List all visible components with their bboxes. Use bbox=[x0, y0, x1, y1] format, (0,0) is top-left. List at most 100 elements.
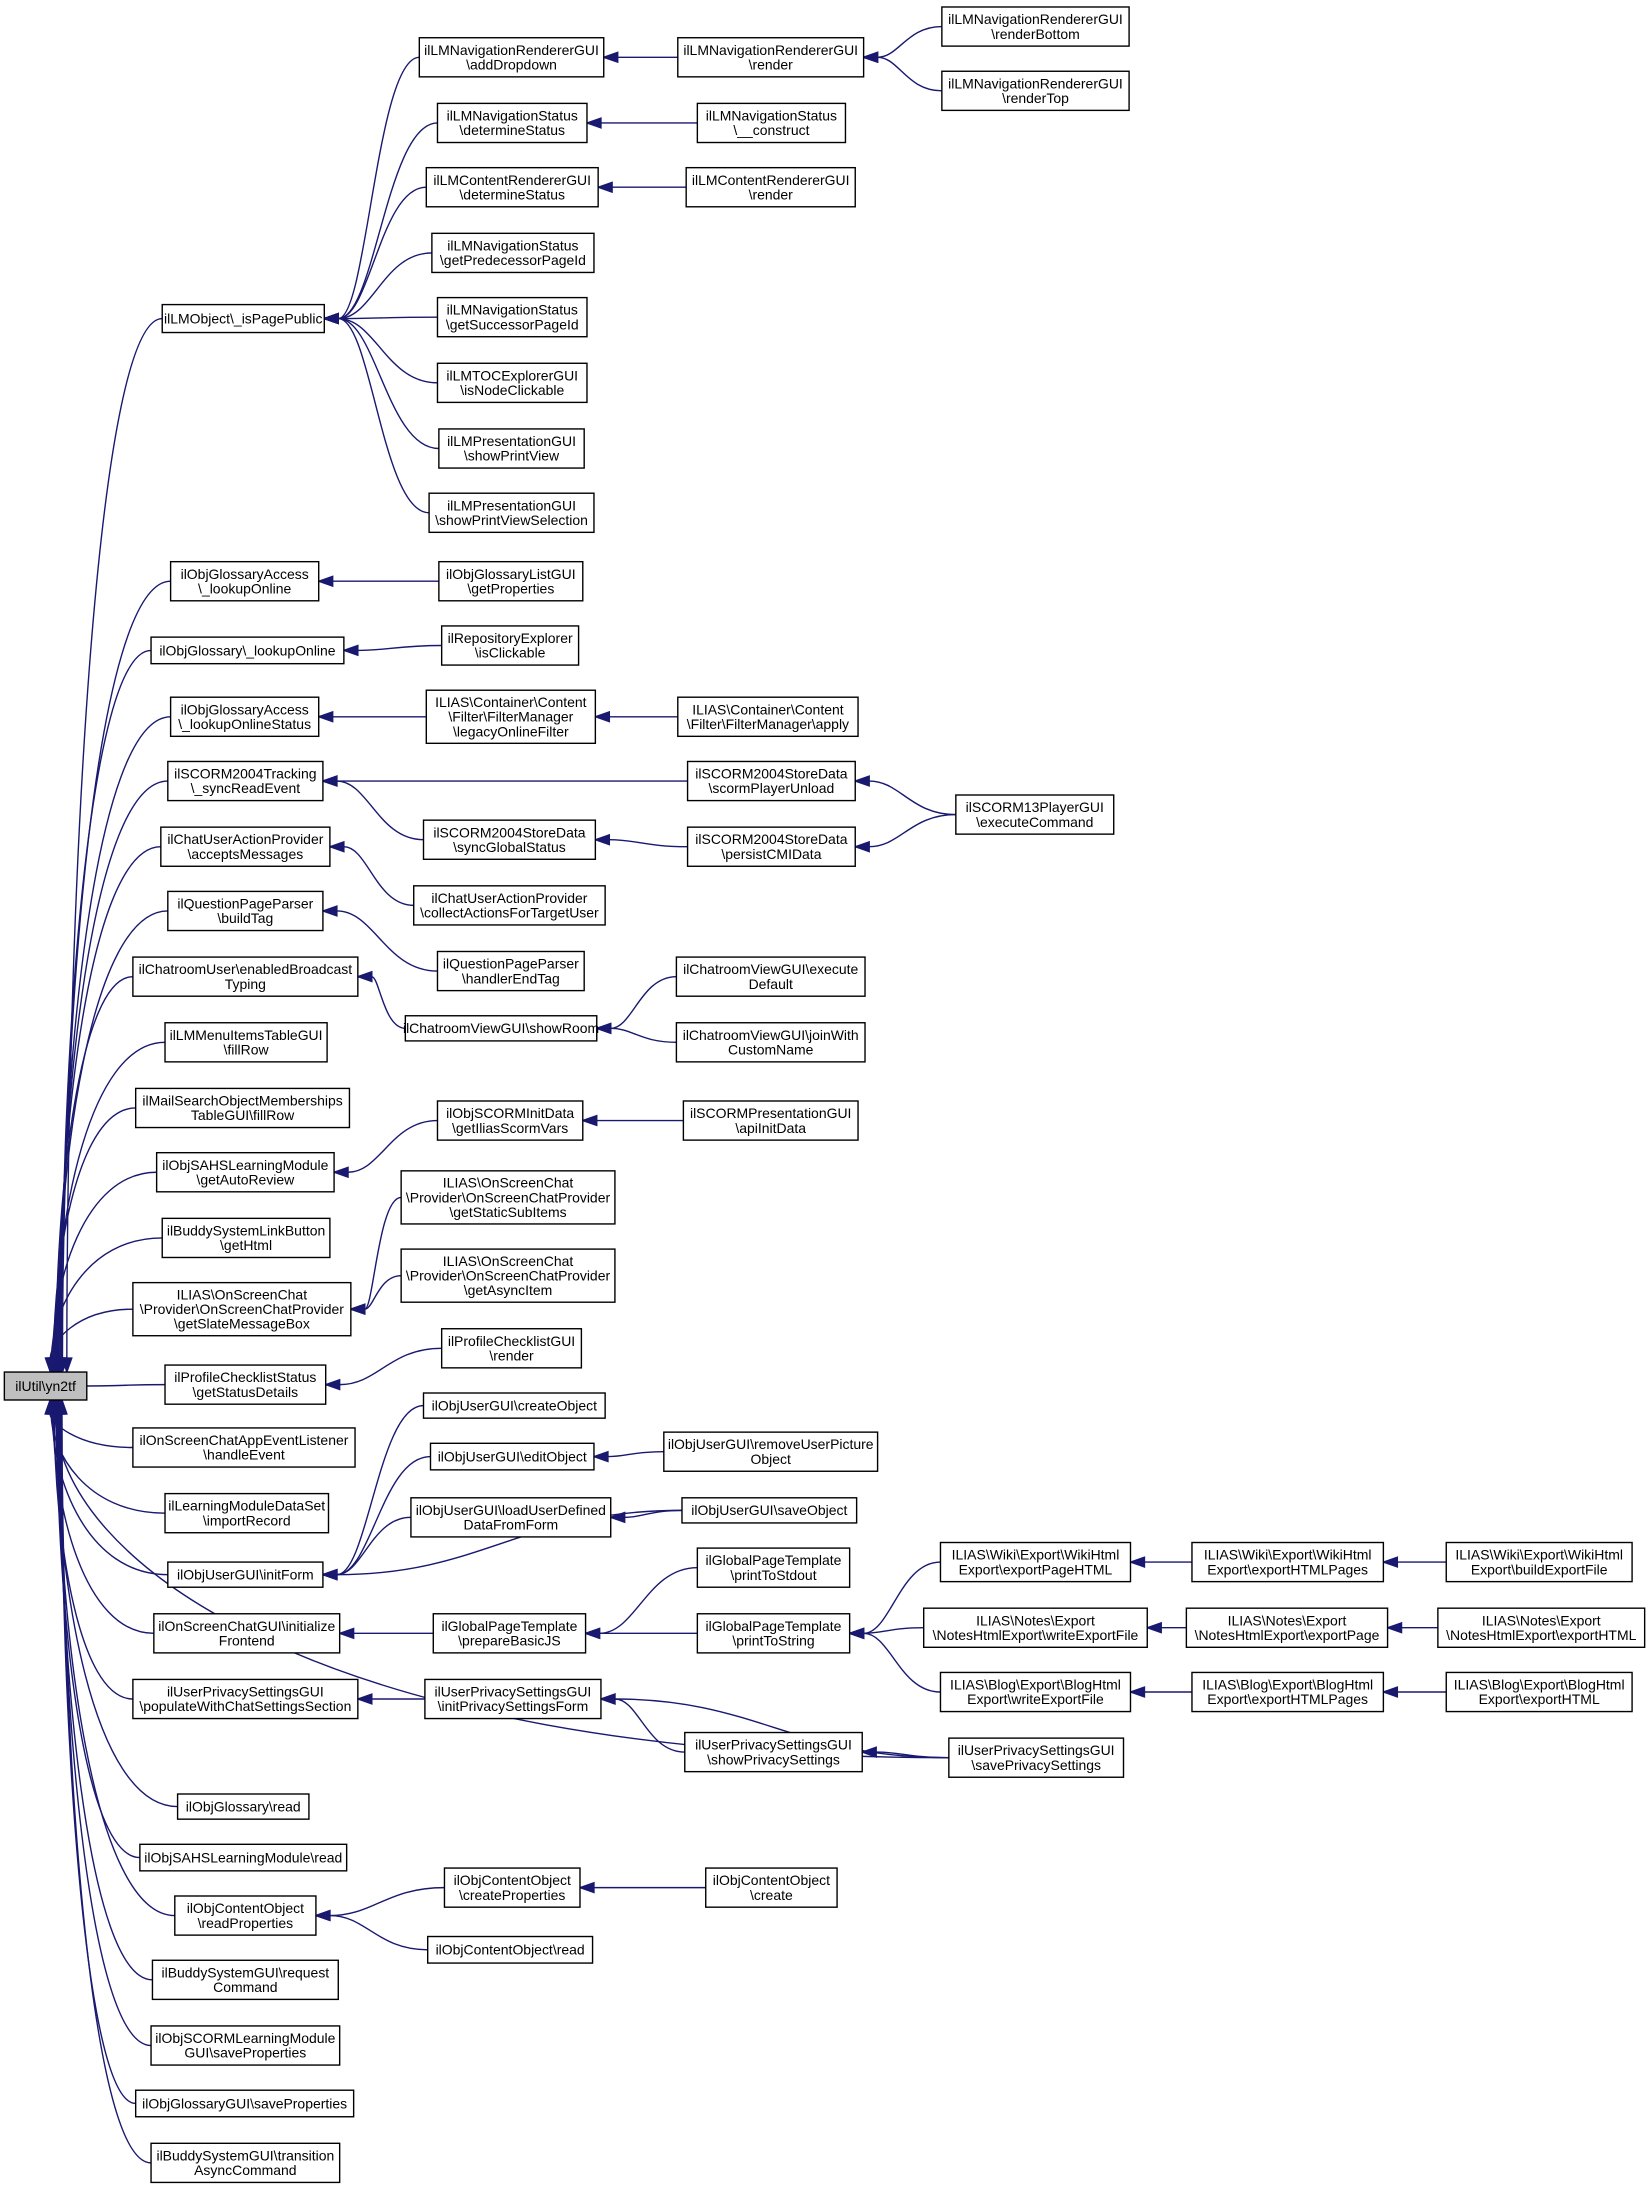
node-wiki-pages[interactable]: ILIAS\Wiki\Export\WikiHtmlExport\exportH… bbox=[1191, 1541, 1385, 1583]
node-notes-write[interactable]: ILIAS\Notes\Export\NotesHtmlExport\write… bbox=[923, 1607, 1148, 1648]
edge-api-init-data-to-scorm-vars bbox=[580, 1114, 684, 1127]
node-render-bottom[interactable]: ilLMNavigationRendererGUI\renderBottom bbox=[941, 6, 1130, 47]
node-gloss-save-props[interactable]: ilObjGlossaryGUI\saveProperties bbox=[134, 2089, 355, 2118]
node-slate-message-box[interactable]: ILIAS\OnScreenChat\Provider\OnScreenChat… bbox=[132, 1281, 352, 1337]
node-content-render[interactable]: ilLMContentRendererGUI\render bbox=[685, 166, 856, 208]
node-show-privacy[interactable]: ilUserPrivacySettingsGUI\showPrivacySett… bbox=[684, 1731, 863, 1773]
node-print-to-string[interactable]: ilGlobalPageTemplate\printToString bbox=[696, 1613, 851, 1654]
node-blog-export-html[interactable]: ILIAS\Blog\Export\BlogHtmlExport\exportH… bbox=[1445, 1671, 1633, 1713]
node-create-props[interactable]: ilObjContentObject\createProperties bbox=[443, 1867, 581, 1908]
node-notes-export-html[interactable]: ILIAS\Notes\Export\NotesHtmlExport\expor… bbox=[1437, 1607, 1646, 1648]
node-handler-end-tag[interactable]: ilQuestionPageParser\handlerEndTag bbox=[436, 950, 585, 992]
node-edit-object[interactable]: ilObjUserGUI\editObject bbox=[429, 1442, 595, 1471]
node-box bbox=[939, 1671, 1132, 1713]
node-sahs-read[interactable]: ilObjSAHSLearningModule\read bbox=[139, 1843, 348, 1872]
node-show-print-view-sel[interactable]: ilLMPresentationGUI\showPrintViewSelecti… bbox=[428, 492, 595, 534]
node-blog-write[interactable]: ILIAS\Blog\Export\BlogHtmlExport\writeEx… bbox=[939, 1671, 1132, 1713]
node-is-page-public[interactable]: ilLMObject\_isPagePublic bbox=[161, 303, 326, 334]
node-blog-pages[interactable]: ILIAS\Blog\Export\BlogHtmlExport\exportH… bbox=[1191, 1671, 1385, 1713]
node-persist-cmi[interactable]: ilSCORM2004StoreData\persistCMIData bbox=[686, 826, 856, 867]
node-buddy-get-html[interactable]: ilBuddySystemLinkButton\getHtml bbox=[161, 1217, 331, 1259]
node-execute-command[interactable]: ilSCORM13PlayerGUI\executeCommand bbox=[955, 794, 1115, 835]
node-async-item[interactable]: ILIAS\OnScreenChat\Provider\OnScreenChat… bbox=[400, 1248, 616, 1303]
node-gloss-lookup-status[interactable]: ilObjGlossaryAccess\_lookupOnlineStatus bbox=[169, 696, 320, 738]
node-profile-render[interactable]: ilProfileChecklistGUI\render bbox=[440, 1328, 583, 1369]
node-label: ilBuddySystemLinkButton bbox=[167, 1222, 325, 1238]
node-gloss-list-props[interactable]: ilObjGlossaryListGUI\getProperties bbox=[438, 560, 584, 602]
node-content-determine[interactable]: ilLMContentRendererGUI\determineStatus bbox=[425, 166, 599, 208]
node-player-unload[interactable]: ilSCORM2004StoreData\scormPlayerUnload bbox=[686, 760, 856, 802]
node-init-privacy[interactable]: ilUserPrivacySettingsGUI\initPrivacySett… bbox=[424, 1678, 602, 1720]
node-scorm-vars[interactable]: ilObjSCORMInitData\getIliasScormVars bbox=[436, 1100, 584, 1141]
node-api-init-data[interactable]: ilSCORMPresentationGUI\apiInitData bbox=[682, 1100, 859, 1141]
node-init-form[interactable]: ilObjUserGUI\initForm bbox=[167, 1561, 324, 1588]
node-root[interactable]: ilUtil\yn2tf bbox=[3, 1371, 88, 1401]
node-label: Object bbox=[751, 1451, 791, 1467]
node-scorm-save-props[interactable]: ilObjSCORMLearningModuleGUI\saveProperti… bbox=[150, 2025, 341, 2066]
node-get-pred[interactable]: ilLMNavigationStatus\getPredecessorPageI… bbox=[431, 232, 595, 274]
node-label: Typing bbox=[225, 976, 266, 992]
node-collect-actions[interactable]: ilChatUserActionProvider\collectActionsF… bbox=[413, 885, 606, 926]
node-wiki-build[interactable]: ILIAS\Wiki\Export\WikiHtmlExport\buildEx… bbox=[1445, 1541, 1633, 1583]
edge-blog-write-to-print-to-string bbox=[847, 1627, 941, 1693]
node-sync-read-event[interactable]: ilSCORM2004Tracking\_syncReadEvent bbox=[167, 760, 324, 802]
node-label: \getStatusDetails bbox=[193, 1384, 299, 1400]
arrowhead-icon bbox=[861, 51, 879, 64]
node-label: \render bbox=[749, 57, 794, 73]
node-construct[interactable]: ilLMNavigationStatus\__construct bbox=[696, 102, 847, 144]
node-handle-event[interactable]: ilOnScreenChatAppEventListener\handleEve… bbox=[132, 1427, 356, 1468]
node-legacy-filter[interactable]: ILIAS\Container\Content\Filter\FilterMan… bbox=[425, 689, 597, 745]
node-repo-clickable[interactable]: ilRepositoryExplorer\isClickable bbox=[440, 625, 580, 666]
node-label: TableGUI\fillRow bbox=[191, 1107, 295, 1123]
node-add-dropdown[interactable]: ilLMNavigationRendererGUI\addDropdown bbox=[418, 37, 605, 78]
node-render-top[interactable]: ilLMNavigationRendererGUI\renderTop bbox=[941, 70, 1130, 112]
node-box bbox=[424, 1678, 602, 1720]
node-is-node-clickable[interactable]: ilLMTOCExplorerGUI\isNodeClickable bbox=[436, 362, 588, 404]
edge-line bbox=[607, 1450, 664, 1458]
node-show-print-view[interactable]: ilLMPresentationGUI\showPrintView bbox=[438, 428, 585, 469]
node-menu-fill-row[interactable]: ilLMMenuItemsTableGUI\fillRow bbox=[164, 1022, 328, 1063]
node-label: GUI\saveProperties bbox=[184, 2045, 306, 2061]
node-create-object[interactable]: ilObjUserGUI\createObject bbox=[422, 1392, 606, 1419]
node-save-privacy[interactable]: ilUserPrivacySettingsGUI\savePrivacySett… bbox=[948, 1737, 1125, 1778]
node-notes-export-page[interactable]: ILIAS\Notes\Export\NotesHtmlExport\expor… bbox=[1185, 1607, 1389, 1648]
node-status-details[interactable]: ilProfileChecklistStatus\getStatusDetail… bbox=[164, 1364, 327, 1405]
node-get-auto-review[interactable]: ilObjSAHSLearningModule\getAutoReview bbox=[155, 1151, 335, 1193]
edge-sync-global-to-sync-read-event bbox=[320, 775, 424, 841]
node-import-record[interactable]: ilLearningModuleDataSet\importRecord bbox=[164, 1492, 330, 1534]
node-gloss-read[interactable]: ilObjGlossary\read bbox=[176, 1793, 310, 1820]
node-mail-fill-row[interactable]: ilMailSearchObjectMembershipsTableGUI\fi… bbox=[134, 1087, 351, 1129]
node-sync-global[interactable]: ilSCORM2004StoreData\syncGlobalStatus bbox=[422, 819, 597, 860]
node-show-room[interactable]: ilChatroomViewGUI\showRoom bbox=[403, 1015, 599, 1042]
node-prepare-basic-js[interactable]: ilGlobalPageTemplate\prepareBasicJS bbox=[432, 1613, 587, 1654]
node-wiki-export-page[interactable]: ILIAS\Wiki\Export\WikiHtmlExport\exportP… bbox=[939, 1541, 1132, 1583]
node-nav-render[interactable]: ilLMNavigationRendererGUI\render bbox=[677, 37, 865, 78]
node-content-create[interactable]: ilObjContentObject\create bbox=[705, 1867, 838, 1908]
node-save-object[interactable]: ilObjUserGUI\saveObject bbox=[681, 1497, 858, 1524]
node-content-obj-read[interactable]: ilObjContentObject\read bbox=[426, 1935, 594, 1964]
node-nav-determine[interactable]: ilLMNavigationStatus\determineStatus bbox=[436, 102, 588, 144]
node-get-succ[interactable]: ilLMNavigationStatus\getSuccessorPageId bbox=[436, 296, 588, 338]
node-print-to-stdout[interactable]: ilGlobalPageTemplate\printToStdout bbox=[696, 1547, 851, 1588]
arrowhead-icon bbox=[853, 775, 870, 787]
node-gloss-lookup[interactable]: ilObjGlossary\_lookupOnline bbox=[150, 636, 345, 665]
node-filter-apply[interactable]: ILIAS\Container\Content\Filter\FilterMan… bbox=[677, 696, 859, 738]
node-static-sub-items[interactable]: ILIAS\OnScreenChat\Provider\OnScreenChat… bbox=[400, 1170, 616, 1225]
node-populate-chat[interactable]: ilUserPrivacySettingsGUI\populateWithCha… bbox=[132, 1678, 359, 1720]
edge-line bbox=[338, 317, 430, 514]
node-box bbox=[132, 1678, 359, 1720]
node-accepts-messages[interactable]: ilChatUserActionProvider\acceptsMessages bbox=[160, 826, 331, 867]
node-build-tag[interactable]: ilQuestionPageParser\buildTag bbox=[167, 890, 324, 932]
node-gloss-access-lookup[interactable]: ilObjGlossaryAccess\_lookupOnline bbox=[169, 560, 320, 602]
node-box bbox=[955, 794, 1115, 835]
edge-gloss-save-props-to-root bbox=[55, 1397, 136, 2105]
node-read-properties[interactable]: ilObjContentObject\readProperties bbox=[174, 1895, 317, 1936]
